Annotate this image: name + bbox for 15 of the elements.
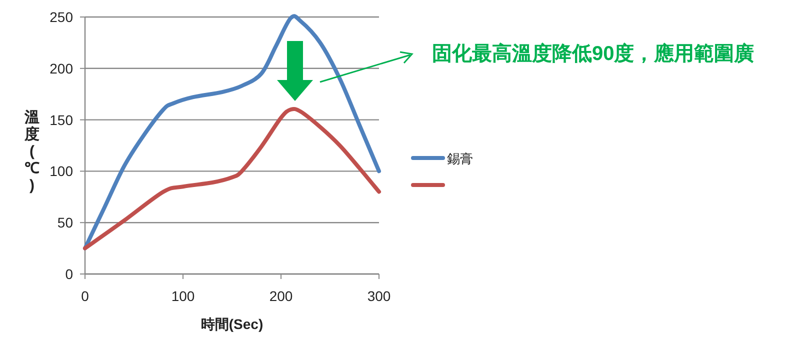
y-tick-label: 250 bbox=[50, 9, 74, 25]
legend-label: 錫膏 bbox=[447, 151, 473, 166]
y-axis-title: 溫度(℃) bbox=[24, 109, 40, 194]
x-tick-label: 0 bbox=[81, 288, 90, 304]
x-tick-label: 300 bbox=[367, 288, 391, 304]
text: 固化最高溫度降低90度，應用範圍廣 bbox=[432, 42, 754, 65]
x-tick-label: 100 bbox=[171, 288, 195, 304]
y-tick-label: 150 bbox=[50, 112, 74, 128]
y-tick-label: 200 bbox=[50, 60, 74, 76]
line-series bbox=[83, 106, 381, 250]
y-tick-label: 50 bbox=[57, 214, 74, 231]
y-tick-label: 100 bbox=[50, 163, 74, 180]
y-tick-label: 0 bbox=[65, 266, 74, 282]
x-tick-label: 200 bbox=[269, 288, 293, 304]
x-axis-title: 時間(Sec) bbox=[200, 316, 264, 332]
